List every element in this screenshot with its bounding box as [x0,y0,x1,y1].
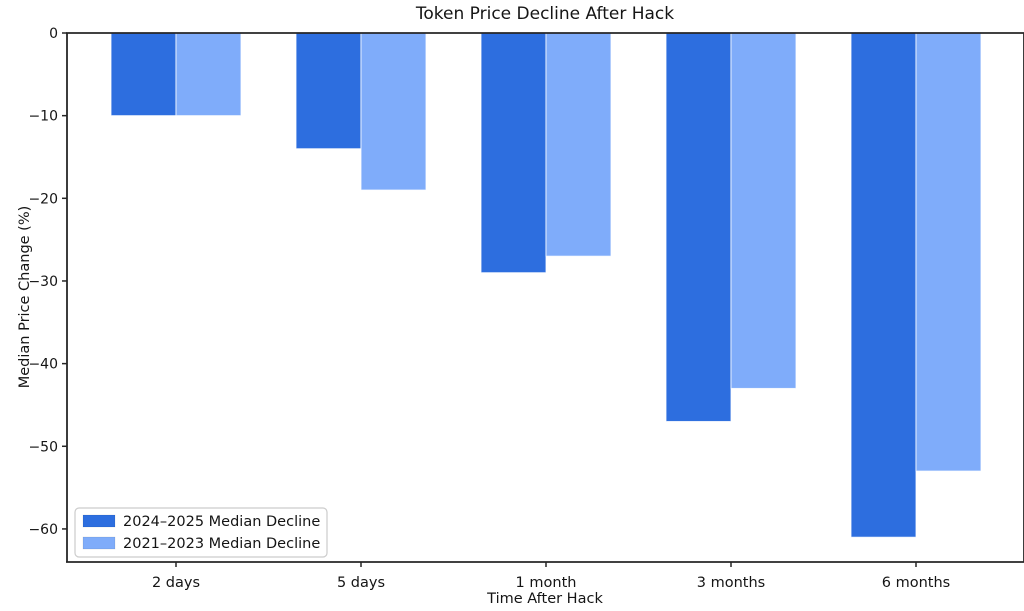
bar [295,32,362,150]
x-axis-label: Time After Hack [487,591,603,607]
y-tick-label: 0 [49,26,58,42]
x-tick-label: 6 months [882,575,950,591]
bar [915,32,982,472]
x-tick-label: 2 days [152,575,200,591]
legend-box [74,507,328,558]
bar [360,32,427,191]
x-tick-label: 1 month [516,575,577,591]
y-tick-label: −30 [28,274,58,290]
y-tick-label: −60 [28,522,58,538]
x-tick-label: 5 days [337,575,385,591]
y-tick-label: −40 [28,357,58,373]
legend-swatch [82,536,116,550]
legend-label: 2021–2023 Median Decline [123,536,320,552]
bar [850,32,917,538]
bar [480,32,547,274]
legend-label: 2024–2025 Median Decline [123,514,320,530]
y-tick-label: −20 [28,191,58,207]
bar [665,32,732,422]
bar [175,32,242,117]
x-tick-label: 3 months [697,575,765,591]
y-tick-label: −10 [28,109,58,125]
bar [545,32,612,257]
y-tick-label: −50 [28,439,58,455]
chart-title: Token Price Decline After Hack [415,4,675,24]
y-axis-label: Median Price Change (%) [17,205,33,389]
legend-swatch [82,514,116,528]
bar [730,32,797,389]
bar [110,32,177,117]
